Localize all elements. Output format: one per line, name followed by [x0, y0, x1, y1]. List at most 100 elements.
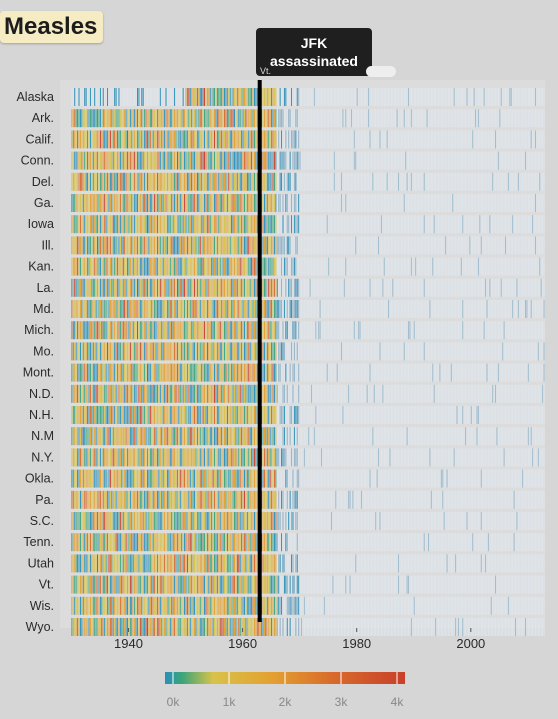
- heatmap-cell: [189, 236, 191, 255]
- heatmap-cell: [311, 300, 312, 318]
- heatmap-cell: [166, 215, 168, 234]
- heatmap-cell: [108, 215, 110, 234]
- heatmap-cell: [370, 172, 372, 191]
- heatmap-cell: [351, 194, 352, 212]
- heatmap-cell: [75, 363, 77, 382]
- heatmap-cell: [473, 342, 475, 361]
- heatmap-cell: [470, 194, 472, 212]
- heatmap-cell: [79, 88, 81, 106]
- heatmap-cell: [470, 342, 472, 361]
- heatmap-cell: [147, 215, 148, 234]
- heatmap-cell: [406, 300, 408, 318]
- heatmap-cell: [273, 321, 275, 340]
- heatmap-cell: [119, 151, 121, 170]
- heatmap-cell: [376, 384, 378, 403]
- heatmap-cell: [400, 278, 402, 297]
- heatmap-cell: [291, 300, 293, 318]
- heatmap-cell: [215, 300, 217, 318]
- heatmap-cell: [221, 236, 223, 255]
- heatmap-cell: [101, 363, 103, 382]
- heatmap-cell: [135, 151, 137, 170]
- heatmap-cell: [166, 384, 168, 403]
- heatmap-cell: [503, 109, 505, 128]
- heatmap-cell: [142, 236, 144, 255]
- heatmap-cell: [137, 342, 138, 361]
- heatmap-cell: [254, 130, 255, 149]
- heatmap-cell: [188, 278, 190, 297]
- heatmap-cell: [382, 321, 384, 340]
- heatmap-cell: [453, 151, 455, 170]
- heatmap-cell: [455, 384, 457, 403]
- heatmap-cell: [222, 215, 224, 234]
- heatmap-cell: [119, 172, 121, 191]
- heatmap-cell: [542, 342, 544, 361]
- heatmap-cell: [119, 342, 121, 361]
- heatmap-cell: [107, 300, 108, 318]
- heatmap-cell: [369, 363, 371, 382]
- heatmap-cell: [118, 278, 120, 297]
- heatmap-cell: [419, 236, 421, 255]
- heatmap-cell: [331, 215, 332, 234]
- heatmap-cell: [204, 321, 205, 340]
- heatmap-cell: [142, 342, 144, 361]
- heatmap-cell: [450, 342, 452, 361]
- heatmap-cell: [420, 88, 422, 106]
- heatmap-cell: [495, 130, 496, 149]
- heatmap-cell: [165, 109, 167, 128]
- heatmap-cell: [118, 130, 120, 149]
- heatmap-cell: [428, 384, 429, 403]
- heatmap-cell: [456, 321, 458, 340]
- heatmap-cell: [262, 300, 264, 318]
- heatmap-cell: [342, 342, 344, 361]
- heatmap-cell: [319, 300, 321, 318]
- heatmap-cell: [403, 109, 405, 128]
- heatmap-cell: [388, 151, 390, 170]
- heatmap-cell: [152, 321, 154, 340]
- heatmap-cell: [91, 363, 93, 382]
- heatmap-cell: [306, 363, 308, 382]
- heatmap-cell: [492, 88, 494, 106]
- heatmap-cell: [462, 151, 464, 170]
- heatmap-cell: [145, 321, 147, 340]
- heatmap-cell: [399, 321, 401, 340]
- heatmap-cell: [331, 194, 332, 212]
- heatmap-cell: [362, 172, 364, 191]
- heatmap-cell: [496, 236, 498, 255]
- heatmap-cell: [97, 194, 99, 212]
- heatmap-cell: [195, 215, 197, 234]
- heatmap-cell: [112, 151, 114, 170]
- heatmap-cell: [479, 151, 481, 170]
- heatmap-cell: [426, 109, 428, 128]
- heatmap-cell: [413, 88, 415, 106]
- heatmap-cell: [509, 342, 511, 361]
- heatmap-cell: [388, 278, 390, 297]
- heatmap-cell: [196, 151, 198, 170]
- heatmap-cell: [390, 109, 392, 128]
- heatmap-cell: [455, 151, 457, 170]
- heatmap-cell: [517, 321, 519, 340]
- heatmap-cell: [121, 172, 123, 191]
- heatmap-cell: [342, 278, 344, 297]
- heatmap-cell: [321, 172, 322, 191]
- heatmap-cell: [299, 321, 301, 340]
- heatmap-cell: [303, 172, 305, 191]
- heatmap-cell: [184, 257, 186, 276]
- heatmap-cell: [379, 172, 381, 191]
- heatmap-cell: [188, 172, 190, 191]
- heatmap-cell: [178, 88, 180, 106]
- heatmap-cell: [527, 278, 529, 297]
- heatmap-cell: [178, 300, 180, 318]
- heatmap-cell: [118, 109, 120, 128]
- heatmap-cell: [141, 278, 143, 297]
- heatmap-cell: [186, 151, 188, 170]
- heatmap-cell: [121, 130, 123, 149]
- heatmap-cell: [379, 88, 381, 106]
- heatmap-cell: [395, 151, 397, 170]
- heatmap-cell: [286, 363, 288, 382]
- heatmap-cell: [448, 88, 449, 106]
- heatmap-cell: [169, 363, 171, 382]
- heatmap-cell: [443, 384, 445, 403]
- heatmap-cell: [216, 363, 218, 382]
- heatmap-cell: [486, 88, 488, 106]
- heatmap-cell: [127, 278, 128, 297]
